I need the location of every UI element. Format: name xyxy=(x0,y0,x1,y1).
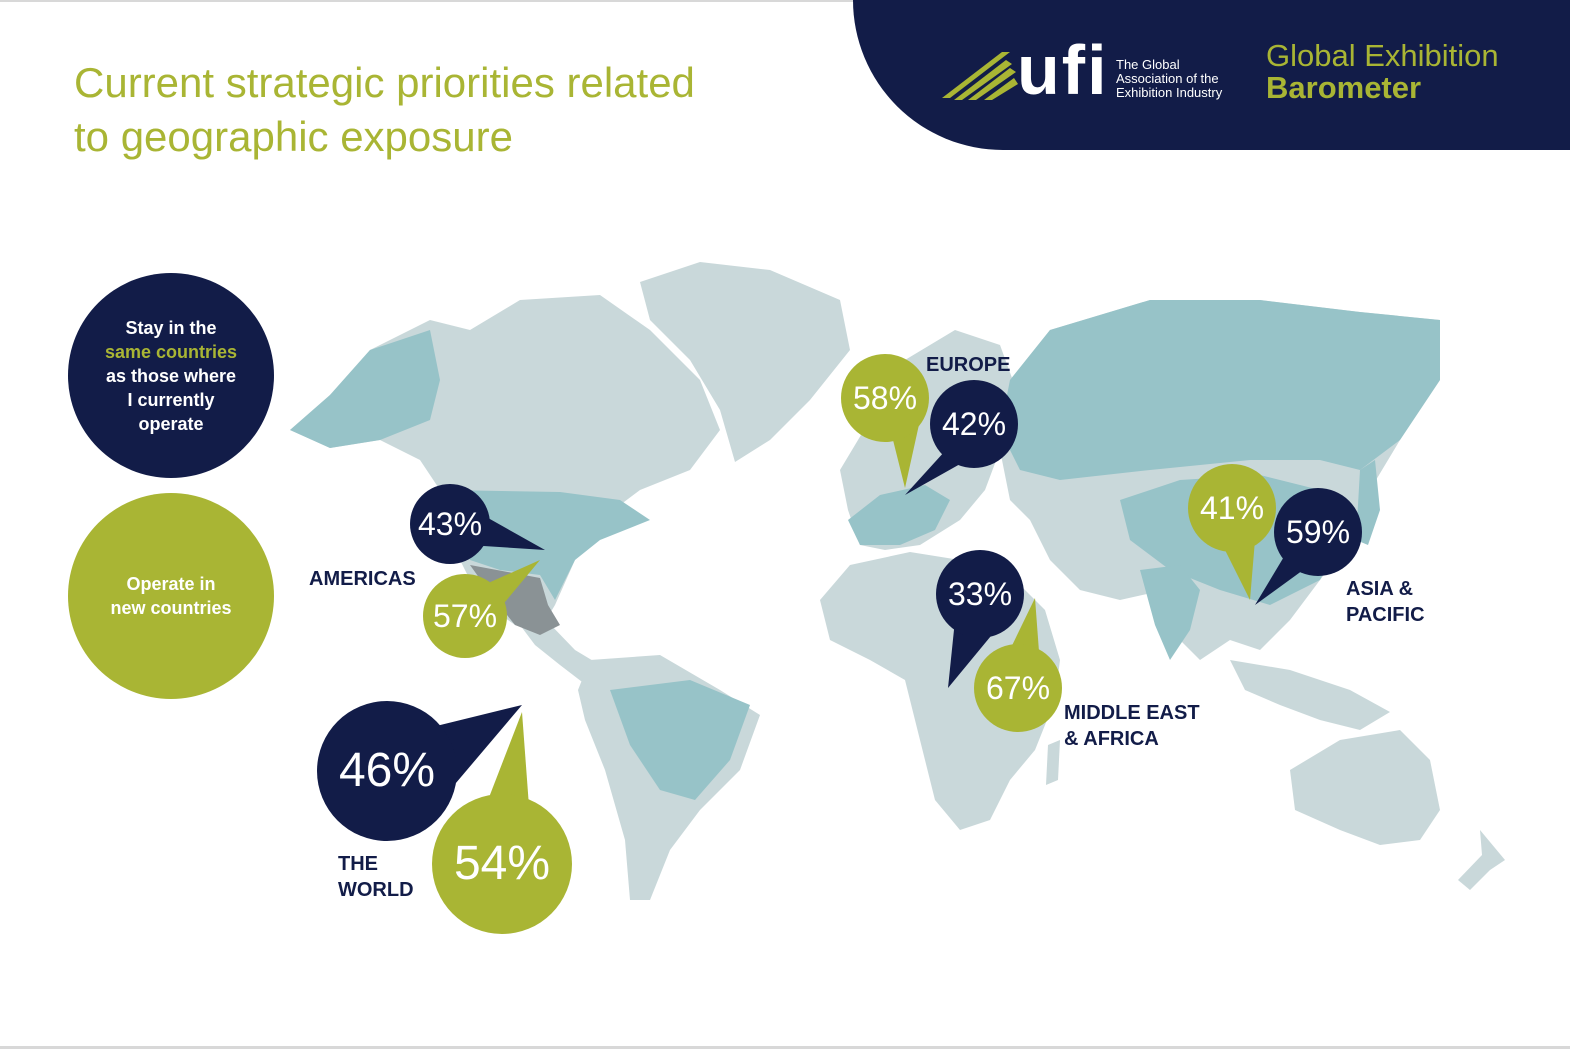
legend-stay-highlight: same countries xyxy=(104,341,238,362)
bottom-rule xyxy=(0,1046,1570,1049)
legend-stay-line-5: operate xyxy=(138,413,204,434)
world-stay-percent: 46% xyxy=(338,744,436,797)
apac-label-line-1: ASIA & xyxy=(1346,578,1414,600)
ufi-logo-wordmark: ufi xyxy=(1017,31,1109,109)
europe-stay-bubble-circle xyxy=(930,380,1018,468)
mea-stay-percent: 33% xyxy=(947,576,1013,612)
region-label-europe: EUROPE xyxy=(926,354,1011,376)
legend-stay-line-1: Stay in the xyxy=(125,317,217,338)
callout-bubbles xyxy=(317,354,1362,934)
legend-new-line-2: new countries xyxy=(110,598,232,618)
land-new-zealand xyxy=(1458,830,1505,890)
legend-stay-line-4: I currently xyxy=(127,389,215,410)
world-new-bubble-circle xyxy=(432,794,572,934)
page-title: Current strategic priorities related to … xyxy=(74,56,834,164)
land-southeast-asia xyxy=(1230,660,1390,730)
americas-stay-bubble-circle xyxy=(410,484,490,564)
mea-new-percent: 67% xyxy=(985,670,1051,706)
country-india xyxy=(1140,565,1200,660)
tagline-line-1: The Global xyxy=(1116,57,1180,72)
country-japan xyxy=(1356,460,1380,545)
americas-new-percent: 57% xyxy=(432,598,498,634)
apac-new-bubble-circle xyxy=(1188,464,1276,552)
country-usa xyxy=(445,490,650,600)
europe-new-bubble-circle xyxy=(841,354,929,442)
country-western-europe xyxy=(848,485,950,545)
tagline-line-3: Exhibition Industry xyxy=(1116,85,1223,100)
mea-label-line-1: MIDDLE EAST xyxy=(1064,702,1200,724)
legend-operate-new-countries: Operate in new countries xyxy=(68,493,274,699)
land-madagascar xyxy=(1046,740,1060,785)
country-russia xyxy=(1000,300,1440,480)
apac-label-line-2: PACIFIC xyxy=(1346,604,1425,626)
tagline-line-2: Association of the xyxy=(1116,71,1219,86)
americas-new-bubble-circle xyxy=(423,574,507,658)
legend-stay-line-3: as those where xyxy=(105,365,237,386)
land-australia xyxy=(1290,730,1440,845)
world-new-bubble xyxy=(488,712,530,820)
country-alaska xyxy=(290,330,440,448)
europe-new-percent: 58% xyxy=(852,380,918,416)
mea-label-line-2: & AFRICA xyxy=(1064,728,1159,750)
country-brazil xyxy=(610,680,750,800)
land-greenland xyxy=(640,262,850,462)
product-title: Global Exhibition Barometer xyxy=(1266,40,1566,104)
page-title-line-2: to geographic exposure xyxy=(74,113,513,160)
apac-stay-bubble-circle xyxy=(1274,488,1362,576)
product-title-line-1: Global Exhibition xyxy=(1266,38,1499,73)
region-label-asia-pacific: ASIA & PACIFIC xyxy=(1346,576,1425,628)
world-stay-bubble-circle xyxy=(317,701,457,841)
ufi-tagline: The Global Association of the Exhibition… xyxy=(1116,58,1266,100)
region-label-middle-east-africa: MIDDLE EAST & AFRICA xyxy=(1064,700,1200,752)
region-label-americas: AMERICAS xyxy=(309,568,416,590)
world-new-percent: 54% xyxy=(453,837,551,890)
ufi-swoosh-logo-icon xyxy=(942,52,1018,100)
mea-new-bubble-circle xyxy=(974,644,1062,732)
page-title-line-1: Current strategic priorities related xyxy=(74,59,695,106)
europe-stay-percent: 42% xyxy=(941,406,1007,442)
world-label-line-2: WORLD xyxy=(338,879,414,901)
legend-stay-same-countries: Stay in the same countries as those wher… xyxy=(68,273,274,478)
product-title-line-2: Barometer xyxy=(1266,70,1422,105)
americas-stay-percent: 43% xyxy=(417,506,483,542)
apac-stay-percent: 59% xyxy=(1285,514,1351,550)
apac-new-bubble xyxy=(1220,540,1255,600)
legend-new-line-1: Operate in xyxy=(126,574,216,594)
apac-new-percent: 41% xyxy=(1199,490,1265,526)
top-rule xyxy=(0,0,1570,2)
world-label-line-1: THE xyxy=(338,853,378,875)
region-label-world: THE WORLD xyxy=(338,851,414,903)
mea-stay-bubble-circle xyxy=(936,550,1024,638)
